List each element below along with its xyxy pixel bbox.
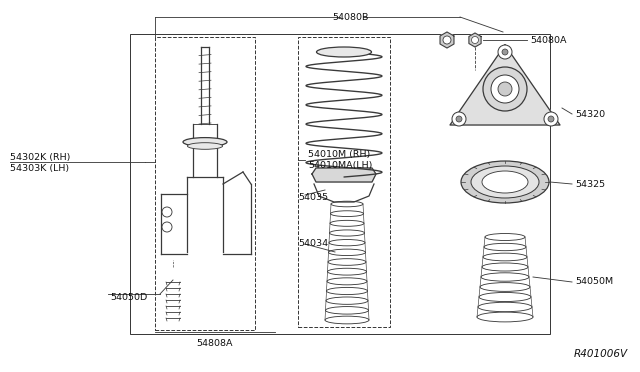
Text: 54010M (RH): 54010M (RH) (308, 150, 371, 158)
Circle shape (472, 36, 479, 44)
Text: 54080A: 54080A (530, 35, 566, 45)
Circle shape (456, 116, 462, 122)
Polygon shape (469, 33, 481, 47)
Polygon shape (450, 45, 560, 125)
Bar (298, 37, 390, 327)
Circle shape (162, 222, 172, 232)
Text: 54050M: 54050M (575, 278, 613, 286)
Text: 54080B: 54080B (332, 13, 368, 22)
Ellipse shape (317, 47, 371, 57)
Text: 54302K (RH): 54302K (RH) (10, 153, 70, 161)
Bar (155, 37, 255, 330)
Text: 54010MA(LH): 54010MA(LH) (308, 160, 372, 170)
Text: 54303K (LH): 54303K (LH) (10, 164, 69, 173)
Circle shape (452, 112, 466, 126)
Ellipse shape (183, 138, 227, 147)
Circle shape (162, 207, 172, 217)
Text: 54035: 54035 (298, 192, 328, 202)
Circle shape (443, 36, 451, 44)
Circle shape (483, 67, 527, 111)
Circle shape (502, 49, 508, 55)
Text: R401006V: R401006V (574, 349, 628, 359)
Ellipse shape (461, 161, 549, 203)
Ellipse shape (482, 171, 528, 193)
Polygon shape (440, 32, 454, 48)
Circle shape (491, 75, 519, 103)
Text: 54050D: 54050D (110, 292, 147, 301)
Text: 54325: 54325 (575, 180, 605, 189)
Ellipse shape (188, 143, 223, 149)
Ellipse shape (471, 166, 539, 198)
Circle shape (498, 82, 512, 96)
Bar (130, 34, 550, 334)
Polygon shape (312, 168, 376, 182)
Text: 54320: 54320 (575, 109, 605, 119)
Circle shape (548, 116, 554, 122)
Circle shape (498, 45, 512, 59)
Text: 54808A: 54808A (196, 340, 233, 349)
Circle shape (544, 112, 558, 126)
Text: 54034: 54034 (298, 240, 328, 248)
